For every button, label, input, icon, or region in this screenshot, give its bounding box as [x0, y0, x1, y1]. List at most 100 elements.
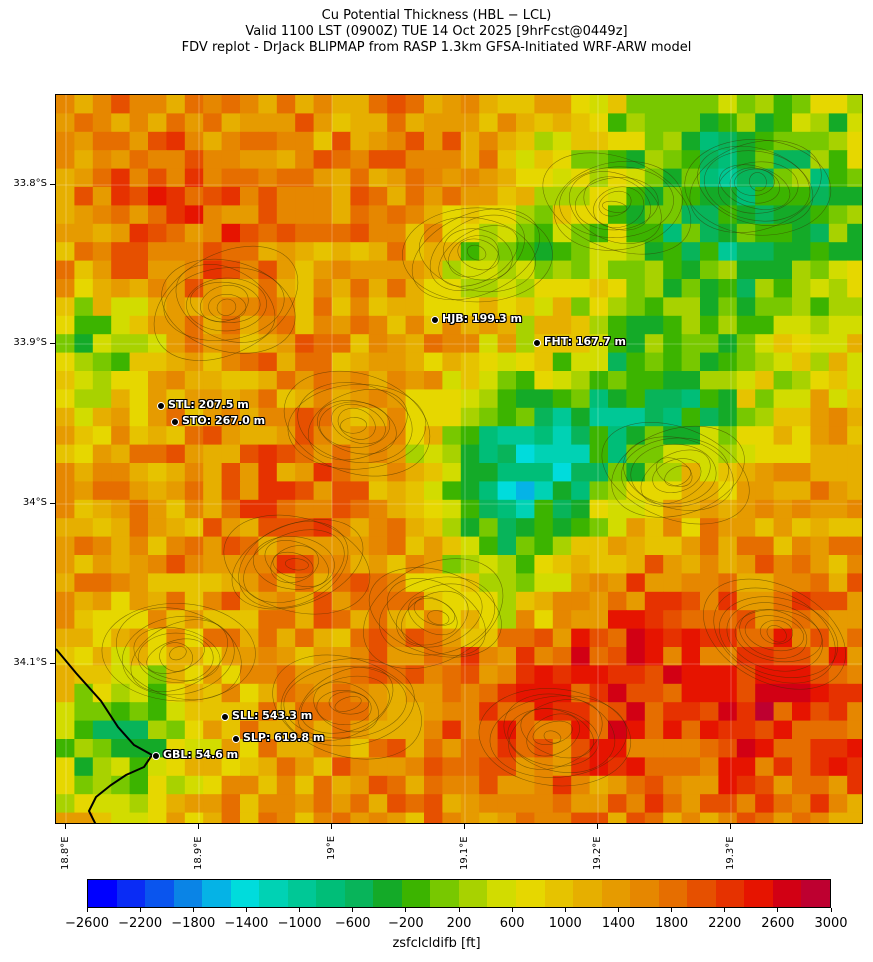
lon-tick [730, 824, 731, 829]
colorbar-segment [687, 880, 716, 907]
lon-label: 19.2°E [592, 836, 603, 870]
colorbar-tick-label: −200 [387, 916, 424, 931]
colorbar-title: zsfclcldifb [ft] [392, 936, 481, 951]
colorbar-tick [192, 908, 194, 912]
colorbar-tick [830, 908, 832, 912]
colorbar-segment [744, 880, 773, 907]
station-label: STO: 267.0 m [182, 414, 266, 427]
colorbar-tick [86, 908, 88, 912]
colorbar-tick [405, 908, 407, 912]
station-marker [431, 316, 439, 324]
colorbar-tick [458, 908, 460, 912]
colorbar-tick [511, 908, 513, 912]
map-panel: HJB: 199.3 m FHT: 167.7 m STL: 207.5 m S… [55, 94, 863, 824]
colorbar-segment [458, 880, 488, 907]
station-marker [221, 713, 229, 721]
lat-label: 34°S [22, 497, 47, 508]
colorbar-segment [373, 880, 402, 907]
colorbar-tick-label: 600 [499, 916, 525, 931]
colorbar-tick-label: 1000 [548, 916, 582, 931]
colorbar-segment [515, 880, 545, 907]
colorbar-segment [630, 880, 659, 907]
colorbar-segment [202, 880, 231, 907]
lon-label: 18.9°E [193, 836, 204, 870]
colorbar-segment [573, 880, 602, 907]
colorbar-tick-label: −600 [334, 916, 371, 931]
station-label: STL: 207.5 m [168, 398, 249, 411]
colorbar-tick [299, 908, 301, 912]
colorbar-segment [259, 880, 288, 907]
title-line-1: Cu Potential Thickness (HBL − LCL) [321, 8, 552, 23]
colorbar-tick [139, 908, 141, 912]
station-label: SLP: 619.8 m [243, 731, 325, 744]
colorbar-tick-label: 2200 [708, 916, 742, 931]
station-marker [171, 418, 179, 426]
colorbar-tick-label: 2600 [761, 916, 795, 931]
colorbar-segment [287, 880, 317, 907]
lon-label: 19.1°E [459, 836, 470, 870]
colorbar-tick-label: −2200 [118, 916, 163, 931]
colorbar-segment [430, 880, 459, 907]
colorbar-tick-label: 1400 [601, 916, 635, 931]
heatmap-cells [56, 95, 862, 823]
colorbar-segment [88, 880, 117, 907]
colorbar-tick [777, 908, 779, 912]
colorbar-segment [801, 880, 830, 907]
lat-label: 34.1°S [13, 657, 47, 668]
colorbar-segment [173, 880, 203, 907]
coastline [56, 648, 154, 823]
colorbar-segment [401, 880, 431, 907]
colorbar-tick-label: −1000 [277, 916, 322, 931]
terrain-contours [101, 139, 846, 787]
colorbar-segment [658, 880, 688, 907]
station-label: SLL: 543.3 m [232, 709, 313, 722]
lon-tick [597, 824, 598, 829]
station-label: GBL: 54.6 m [163, 748, 239, 761]
lon-tick [331, 824, 332, 829]
colorbar-tick-label: 200 [446, 916, 472, 931]
lon-tick [464, 824, 465, 829]
title-line-3: FDV replot - DrJack BLIPMAP from RASP 1.… [181, 40, 692, 55]
colorbar-tick-label: 1800 [655, 916, 689, 931]
thickness-field-map [56, 95, 862, 823]
station-marker [232, 735, 240, 743]
lon-tick [65, 824, 66, 829]
station-marker [533, 339, 541, 347]
title-line-2: Valid 1100 LST (0900Z) TUE 14 Oct 2025 [… [245, 24, 628, 39]
colorbar-tick [564, 908, 566, 912]
colorbar-segment [344, 880, 374, 907]
colorbar-tick-label: 3000 [814, 916, 848, 931]
colorbar-tick [724, 908, 726, 912]
colorbar-tick-label: −1800 [171, 916, 216, 931]
lat-label: 33.9°S [13, 337, 47, 348]
station-marker [157, 402, 165, 410]
station-label: HJB: 199.3 m [442, 312, 522, 325]
lat-label: 33.8°S [13, 178, 47, 189]
station-label: FHT: 167.7 m [544, 335, 626, 348]
colorbar-segment [145, 880, 174, 907]
colorbar-segment [544, 880, 574, 907]
lon-label: 19.3°E [725, 836, 736, 870]
colorbar-segment [715, 880, 745, 907]
colorbar-segment [316, 880, 345, 907]
colorbar-segment [230, 880, 260, 907]
lat-tick [50, 343, 55, 344]
graticule [56, 95, 862, 823]
colorbar-tick-label: −1400 [224, 916, 269, 931]
lat-tick [50, 503, 55, 504]
colorbar-tick [671, 908, 673, 912]
colorbar-segment [601, 880, 631, 907]
station-marker [152, 752, 160, 760]
colorbar-segment [772, 880, 802, 907]
lat-tick [50, 184, 55, 185]
colorbar-tick [352, 908, 354, 912]
colorbar-tick [245, 908, 247, 912]
lat-tick [50, 663, 55, 664]
colorbar [87, 879, 831, 908]
lon-tick [198, 824, 199, 829]
lon-label: 19°E [326, 835, 337, 860]
colorbar-segment [487, 880, 516, 907]
colorbar-tick [617, 908, 619, 912]
colorbar-tick-label: −2600 [65, 916, 109, 931]
colorbar-segment [116, 880, 146, 907]
